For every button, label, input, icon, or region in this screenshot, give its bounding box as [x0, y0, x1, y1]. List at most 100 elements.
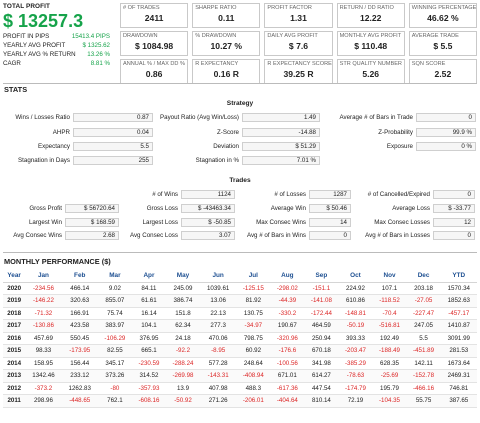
trade-stat-row: Max Consec Wins 14 — [237, 218, 351, 227]
month-value-cell: -141.08 — [304, 294, 339, 308]
column-header: Year — [3, 269, 26, 283]
month-value-cell: 610.86 — [338, 294, 373, 308]
month-value-cell: -288.24 — [165, 357, 201, 370]
divider — [3, 252, 477, 253]
trades-title: Trades — [229, 177, 251, 184]
month-value-cell: 104.1 — [131, 319, 166, 333]
stat-label: Deviation — [213, 143, 239, 150]
month-value-cell: 407.98 — [200, 382, 237, 395]
stat-label: Average Loss — [392, 205, 430, 212]
month-value-cell: -8.95 — [200, 344, 237, 358]
column-header: YTD — [440, 269, 477, 283]
month-value-cell: 24.18 — [165, 332, 201, 345]
month-value-cell: -148.81 — [338, 307, 373, 320]
month-value-cell: 383.97 — [97, 319, 132, 333]
column-header: Oct — [338, 269, 373, 283]
metric-card: # OF TRADES 2411 — [120, 3, 189, 28]
trade-stat-row: # of Losses 1287 — [237, 190, 351, 199]
month-value-cell: -70.4 — [372, 307, 407, 320]
month-value-cell: 423.58 — [61, 319, 98, 333]
metric-label: RETURN / DD RATIO — [339, 5, 394, 11]
month-value-cell: 1039.61 — [200, 282, 237, 295]
month-value-cell: 386.74 — [165, 294, 201, 308]
metric-value: 0.86 — [145, 69, 163, 79]
month-value-cell: 5.5 — [406, 332, 441, 345]
month-value-cell: 1262.83 — [61, 382, 98, 395]
month-value-cell: -146.22 — [25, 294, 62, 308]
month-value-cell: -143.31 — [200, 369, 237, 383]
month-value-cell: -408.94 — [236, 369, 271, 383]
year-cell: 2013 — [3, 369, 26, 383]
stat-label: Avg Consec Loss — [129, 232, 178, 239]
month-value-cell: -106.29 — [97, 332, 132, 345]
metric-label: SQN SCORE — [411, 61, 446, 67]
metric-card: STR QUALITY NUMBER 5.26 — [336, 59, 405, 84]
month-value-cell: 224.92 — [338, 282, 373, 295]
metric-label: SHARPE RATIO — [195, 5, 237, 11]
column-header: Aug — [270, 269, 305, 283]
month-value-cell: -100.56 — [270, 357, 305, 370]
month-value-cell: -617.36 — [270, 382, 305, 395]
table-row: 2018 -71.32 166.91 75.74 16.14 151.8 22.13 130.… — [3, 307, 477, 320]
metric-label: ANNUAL % / MAX DD % — [123, 61, 185, 67]
month-value-cell: 1342.46 — [25, 369, 62, 383]
metric-card: AVERAGE TRADE $ 5.5 — [408, 31, 477, 56]
month-value-cell: 84.11 — [131, 282, 166, 295]
table-row: 2013 1342.46 233.12 373.26 314.52 -269.98 -143… — [3, 369, 477, 383]
metric-label: MONTHLY AVG PROFIT — [339, 33, 402, 39]
metric-card: DAILY AVG PROFIT $ 7.6 — [264, 31, 333, 56]
trade-stat-row: Max Consec Losses 12 — [353, 218, 475, 227]
year-cell: 2019 — [3, 294, 26, 308]
table-row: 2017 -130.86 423.58 383.97 104.1 62.34 277.3 -3… — [3, 319, 477, 333]
stat-label: Average # of Bars in Trade — [339, 114, 414, 121]
column-header: Apr — [131, 269, 166, 283]
month-value-cell: -174.79 — [338, 382, 373, 395]
month-value-cell: 393.33 — [338, 332, 373, 345]
table-row: 2020 -234.56 466.14 9.02 84.11 245.09 1039.61-… — [3, 282, 477, 295]
month-value-cell: 373.26 — [97, 369, 132, 383]
month-value-cell: -404.64 — [270, 394, 305, 408]
month-value-cell: 577.28 — [200, 357, 237, 370]
month-value-cell: 55.75 — [406, 394, 441, 408]
month-value-cell: -125.15 — [236, 282, 271, 295]
month-value-cell: 387.65 — [440, 394, 477, 408]
stat-value: 99.9 % — [416, 128, 476, 137]
year-cell: 2011 — [3, 394, 26, 408]
stat-label: AHPR — [52, 129, 70, 136]
month-value-cell: -320.96 — [270, 332, 305, 345]
month-value-cell: 1570.34 — [440, 282, 477, 295]
month-value-cell: -457.17 — [440, 307, 477, 320]
month-value-cell: 13.06 — [200, 294, 237, 308]
month-value-cell: -298.02 — [270, 282, 305, 295]
stat-value: 0 — [433, 231, 475, 240]
month-value-cell: 345.17 — [97, 357, 132, 370]
month-value-cell: 247.05 — [406, 319, 441, 333]
month-value-cell: 628.35 — [372, 357, 407, 370]
metric-card: SHARPE RATIO 0.11 — [192, 3, 261, 28]
month-value-cell: -34.97 — [236, 319, 271, 333]
month-value-cell: 248.64 — [236, 357, 271, 370]
month-value-cell: 810.14 — [304, 394, 339, 408]
month-value-cell: 320.63 — [61, 294, 98, 308]
stat-value: 2.68 — [65, 231, 119, 240]
month-value-cell: 762.1 — [97, 394, 132, 408]
month-value-cell: 855.07 — [97, 294, 132, 308]
stat-label: Gross Loss — [146, 205, 178, 212]
metric-value: 5.26 — [362, 69, 380, 79]
month-value-cell: 195.79 — [372, 382, 407, 395]
metric-value: $ 7.6 — [288, 41, 309, 51]
table-row: 2012 -373.2 1262.83 -80 -357.93 13.9 407.98 488… — [3, 382, 477, 395]
stat-value: 1.49 — [242, 113, 320, 122]
summary-line-value: 13.26 % — [87, 51, 110, 58]
month-value-cell: -385.29 — [338, 357, 373, 370]
month-value-cell: -92.2 — [165, 344, 201, 358]
stat-label: Max Consec Losses — [374, 219, 430, 226]
month-value-cell: -188.49 — [372, 344, 407, 358]
stat-value: $ -50.85 — [181, 218, 235, 227]
strategy-title: Strategy — [226, 100, 254, 107]
stat-value: 0 — [416, 113, 476, 122]
trade-stat-row: Avg Consec Loss 3.07 — [121, 231, 235, 240]
month-value-cell: -176.6 — [270, 344, 305, 358]
month-value-cell: 1410.87 — [440, 319, 477, 333]
year-cell: 2015 — [3, 344, 26, 358]
